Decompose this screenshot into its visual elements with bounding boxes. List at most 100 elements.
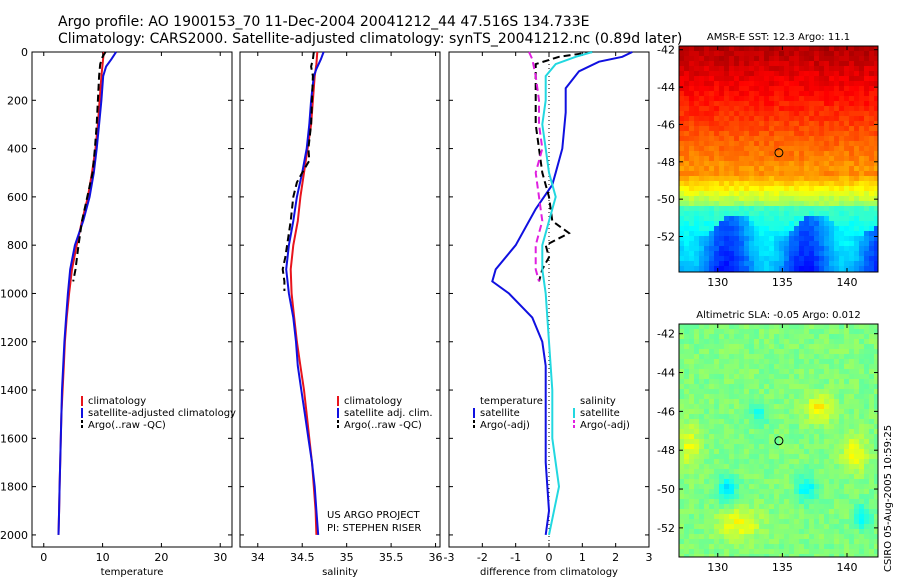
heatmap-cell bbox=[809, 389, 815, 395]
heatmap-cell bbox=[854, 504, 860, 510]
heatmap-cell bbox=[729, 236, 735, 242]
heatmap-cell bbox=[704, 226, 710, 232]
heatmap-cell bbox=[804, 236, 810, 242]
heatmap-cell bbox=[864, 404, 870, 410]
heatmap-cell bbox=[754, 409, 760, 415]
heatmap-cell bbox=[839, 136, 845, 142]
heatmap-cell bbox=[684, 151, 690, 157]
heatmap-cell bbox=[744, 364, 750, 370]
heatmap-cell bbox=[769, 419, 775, 425]
heatmap-cell bbox=[704, 161, 710, 167]
heatmap-cell bbox=[689, 484, 695, 490]
heatmap-cell bbox=[814, 544, 820, 550]
heatmap-cell bbox=[829, 339, 835, 345]
heatmap-cell bbox=[804, 494, 810, 500]
heatmap-cell bbox=[799, 424, 805, 430]
heatmap-cell bbox=[849, 181, 855, 187]
heatmap-cell bbox=[684, 206, 690, 212]
heatmap-cell bbox=[759, 369, 765, 375]
heatmap-cell bbox=[754, 349, 760, 355]
heatmap-cell bbox=[744, 66, 750, 72]
heatmap-cell bbox=[824, 494, 830, 500]
heatmap-cell bbox=[744, 474, 750, 480]
heatmap-cell bbox=[734, 494, 740, 500]
heatmap-cell bbox=[864, 394, 870, 400]
heatmap-cell bbox=[859, 514, 865, 520]
heatmap-cell bbox=[859, 121, 865, 127]
heatmap-cell bbox=[699, 534, 705, 540]
heatmap-cell bbox=[844, 176, 850, 182]
heatmap-cell bbox=[849, 379, 855, 385]
heatmap-cell bbox=[744, 211, 750, 217]
heatmap-cell bbox=[714, 216, 720, 222]
heatmap-cell bbox=[779, 524, 785, 530]
heatmap-cell bbox=[804, 191, 810, 197]
heatmap-cell bbox=[829, 201, 835, 207]
heatmap-cell bbox=[679, 96, 685, 102]
heatmap-cell bbox=[789, 414, 795, 420]
heatmap-cell bbox=[769, 231, 775, 237]
heatmap-cell bbox=[744, 61, 750, 67]
heatmap-cell bbox=[764, 454, 770, 460]
heatmap-cell bbox=[774, 409, 780, 415]
heatmap-cell bbox=[754, 459, 760, 465]
heatmap-cell bbox=[839, 434, 845, 440]
heatmap-cell bbox=[809, 409, 815, 415]
heatmap-cell bbox=[844, 504, 850, 510]
heatmap-cell bbox=[724, 529, 730, 535]
heatmap-cell bbox=[754, 449, 760, 455]
heatmap-cell bbox=[754, 241, 760, 247]
heatmap-cell bbox=[874, 241, 879, 247]
heatmap-cell bbox=[779, 56, 785, 62]
y-tick-label: 800 bbox=[7, 239, 28, 252]
heatmap-cell bbox=[794, 206, 800, 212]
heatmap-cell bbox=[719, 141, 725, 147]
heatmap-cell bbox=[704, 211, 710, 217]
heatmap-cell bbox=[739, 96, 745, 102]
heatmap-cell bbox=[704, 434, 710, 440]
heatmap-cell bbox=[789, 266, 795, 272]
heatmap-cell bbox=[739, 534, 745, 540]
heatmap-cell bbox=[814, 514, 820, 520]
heatmap-cell bbox=[684, 251, 690, 257]
legend-label: satellite adj. clim. bbox=[344, 408, 433, 419]
heatmap-cell bbox=[854, 389, 860, 395]
heatmap-cell bbox=[809, 534, 815, 540]
heatmap-cell bbox=[714, 549, 720, 555]
heatmap-cell bbox=[789, 379, 795, 385]
heatmap-cell bbox=[804, 489, 810, 495]
legend-header-salinity: salinity bbox=[580, 396, 616, 407]
heatmap-cell bbox=[784, 489, 790, 495]
heatmap-cell bbox=[744, 489, 750, 495]
legend-label: climatology bbox=[344, 396, 402, 407]
heatmap-cell bbox=[794, 116, 800, 122]
heatmap-cell bbox=[854, 374, 860, 380]
heatmap-cell bbox=[854, 369, 860, 375]
heatmap-cell bbox=[834, 61, 840, 67]
heatmap-cell bbox=[799, 419, 805, 425]
heatmap-cell bbox=[679, 524, 685, 530]
heatmap-cell bbox=[819, 196, 825, 202]
heatmap-cell bbox=[829, 241, 835, 247]
heatmap-cell bbox=[719, 549, 725, 555]
heatmap-cell bbox=[744, 509, 750, 515]
heatmap-cell bbox=[719, 176, 725, 182]
heatmap-cell bbox=[769, 489, 775, 495]
heatmap-cell bbox=[844, 349, 850, 355]
heatmap-cell bbox=[829, 439, 835, 445]
heatmap-cell bbox=[869, 191, 875, 197]
heatmap-cell bbox=[829, 56, 835, 62]
heatmap-cell bbox=[719, 246, 725, 252]
heatmap-cell bbox=[759, 464, 765, 470]
heatmap-cell bbox=[809, 61, 815, 67]
heatmap-cell bbox=[804, 469, 810, 475]
heatmap-cell bbox=[734, 379, 740, 385]
heatmap-cell bbox=[729, 539, 735, 545]
heatmap-cell bbox=[789, 449, 795, 455]
heatmap-cell bbox=[729, 369, 735, 375]
heatmap-cell bbox=[689, 251, 695, 257]
heatmap-cell bbox=[699, 206, 705, 212]
heatmap-cell bbox=[689, 494, 695, 500]
heatmap-cell bbox=[829, 494, 835, 500]
heatmap-cell bbox=[869, 176, 875, 182]
